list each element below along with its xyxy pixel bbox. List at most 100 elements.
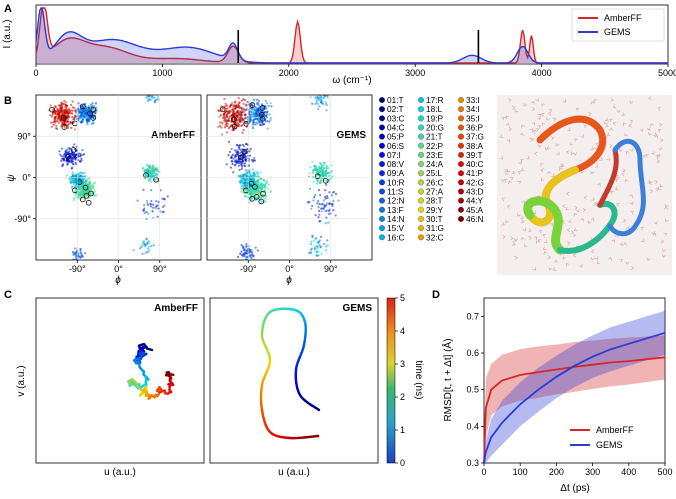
ramachandran-point xyxy=(240,184,243,187)
ramachandran-point xyxy=(94,111,97,114)
ramachandran-point xyxy=(77,159,80,162)
residue-legend-label: 30:T xyxy=(426,214,443,224)
ramachandran-point xyxy=(241,255,244,258)
ramachandran-point xyxy=(245,108,248,111)
ramachandran-point xyxy=(91,116,95,119)
ramachandran-point xyxy=(65,108,68,111)
ramachandran-point xyxy=(261,107,264,110)
ramachandran-point xyxy=(144,251,147,254)
residue-legend-label: 40:C xyxy=(466,159,484,169)
ramachandran-point xyxy=(80,159,83,162)
ramachandran-point xyxy=(268,120,271,123)
ramachandran-point xyxy=(239,174,242,178)
ramachandran-point xyxy=(242,110,245,114)
residue-legend-label: 32:C xyxy=(426,232,444,242)
ramachandran-point xyxy=(257,187,260,190)
ramachandran-point xyxy=(251,115,255,118)
ramachandran-point xyxy=(240,167,243,170)
ramachandran-point xyxy=(233,125,236,128)
ramachandran-point xyxy=(320,164,323,167)
panel-d-xtick: 400 xyxy=(621,467,636,477)
ramachandran-point xyxy=(241,246,245,250)
ramachandran-point xyxy=(73,115,76,119)
ramachandran-point xyxy=(77,252,80,255)
ramachandran-point xyxy=(244,104,247,107)
residue-legend-swatch xyxy=(418,234,424,241)
colorbar-tick: 4 xyxy=(400,326,405,336)
ramachandran-point xyxy=(81,149,84,152)
ramachandran-point xyxy=(258,123,262,126)
ramachandran-point xyxy=(87,117,91,120)
ramachandran-point xyxy=(93,104,96,108)
ramachandran-point xyxy=(166,195,169,198)
ramachandran-point xyxy=(252,119,255,122)
ramachandran-point xyxy=(67,155,71,158)
residue-legend-label: 06:S xyxy=(387,141,405,151)
residue-legend-label: 01:T xyxy=(387,95,404,105)
ramachandran-point xyxy=(309,96,312,99)
ramachandran-point xyxy=(56,117,59,120)
ramachandran-point xyxy=(84,185,87,189)
ramachandran-point xyxy=(142,209,145,212)
residue-legend-label: 35:I xyxy=(466,113,480,123)
ramachandran-point xyxy=(246,184,249,187)
ramachandran-point xyxy=(259,113,262,116)
residue-legend-swatch xyxy=(379,170,385,177)
ramachandran-point xyxy=(77,117,80,120)
ramachandran-point xyxy=(155,199,158,203)
ramachandran-point xyxy=(218,115,221,118)
ramachandran-point xyxy=(312,169,315,172)
ramachandran-point xyxy=(226,115,229,118)
ramachandran-point xyxy=(72,163,75,166)
ramachandran-point xyxy=(153,101,157,104)
ramachandran-point xyxy=(249,147,252,150)
ramachandran-point xyxy=(317,209,321,213)
ramachandran-point xyxy=(58,104,62,107)
ramachandran-point xyxy=(325,245,328,248)
residue-legend-label: 25:L xyxy=(426,168,443,178)
ramachandran-point xyxy=(323,161,327,165)
residue-legend-label: 21:T xyxy=(426,132,443,142)
ramachandran-point xyxy=(326,96,329,99)
residue-legend-swatch xyxy=(418,179,424,186)
ramachandran-point xyxy=(316,179,319,182)
ramachandran-point xyxy=(310,251,313,254)
ramachandran-point xyxy=(241,161,245,165)
ramachandran-point xyxy=(91,122,95,125)
ramachandran-point xyxy=(141,243,144,247)
ramachandran-point xyxy=(253,159,257,162)
ramachandran-point xyxy=(326,196,329,200)
trajectory-gems-title: GEMS xyxy=(343,303,373,314)
ramachandran-point xyxy=(145,167,149,171)
ramachandran-point xyxy=(161,197,164,200)
ramachandran-point xyxy=(251,178,254,181)
ramachandran-point xyxy=(228,115,232,118)
residue-legend-label: 08:V xyxy=(387,159,405,169)
ramachandran-point xyxy=(253,109,256,112)
ramachandran-point xyxy=(255,112,258,115)
ramachandran-point xyxy=(237,116,240,119)
ramachandran-point xyxy=(232,109,236,112)
ramachandran-point xyxy=(162,210,165,213)
ramachandran-point xyxy=(250,103,253,106)
ramachandran-point xyxy=(319,173,322,176)
ramachandran-point xyxy=(68,150,71,153)
ramachandran-point xyxy=(67,122,71,126)
ramachandran-point xyxy=(332,199,335,202)
residue-legend-label: 04:C xyxy=(387,122,405,132)
ramachandran-point xyxy=(235,143,238,146)
residue-legend-swatch xyxy=(418,115,424,122)
ramachandran-point xyxy=(309,248,313,251)
ramachandran-point xyxy=(51,109,54,112)
residue-legend-label: 19:P xyxy=(426,113,444,123)
ramachandran-point xyxy=(261,200,264,203)
ramachandran-point xyxy=(235,119,239,123)
ramachandran-point xyxy=(241,131,244,134)
ramachandran-point xyxy=(246,143,250,147)
ramachandran-point xyxy=(316,170,319,174)
ramachandran-point xyxy=(236,255,240,258)
panel-a: 0 1000 2000 3000 4000 5000 I (a.u.) ω (cm⁻¹) … xyxy=(2,4,676,86)
ramachandran-point xyxy=(61,165,64,168)
ramachandran-point xyxy=(259,171,262,174)
